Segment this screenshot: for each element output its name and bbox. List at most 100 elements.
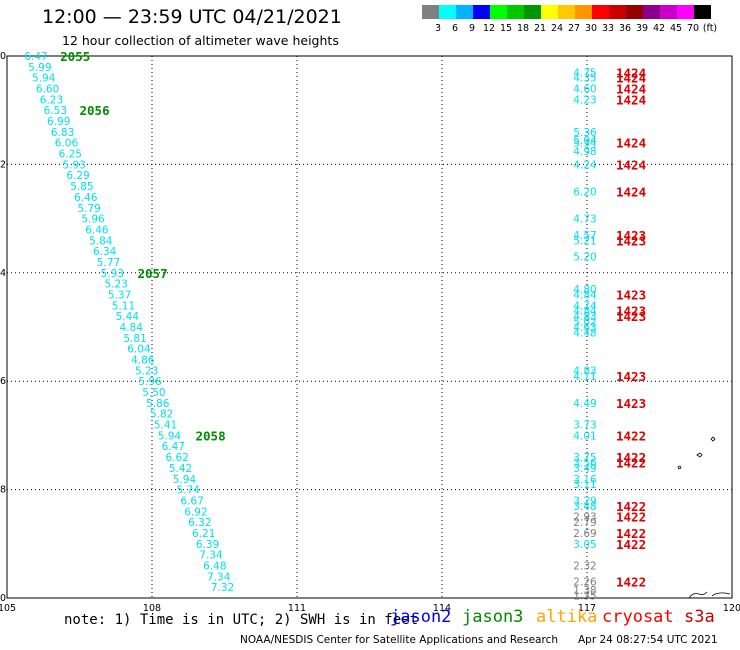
colorbar-label: 45 bbox=[669, 23, 683, 34]
colorbar-label: 12 bbox=[482, 23, 496, 34]
swh-value-label: 3.56 bbox=[573, 458, 597, 470]
swh-value-label: 5.04 bbox=[573, 135, 597, 147]
colorbar-label: 3 bbox=[434, 23, 442, 34]
colorbar-swatch bbox=[592, 5, 609, 19]
pass-time-label: 1424 bbox=[616, 65, 646, 80]
swh-value-label: 4.60 bbox=[573, 84, 596, 96]
swh-value-label: 7.34 bbox=[207, 571, 231, 583]
swh-value-label: 6.53 bbox=[44, 105, 67, 117]
pass-time-label: 1423 bbox=[616, 233, 646, 248]
colorbar-label: 70 bbox=[686, 23, 700, 34]
y-tick-label: -10 bbox=[0, 51, 6, 62]
swh-value-label: 2.32 bbox=[573, 560, 596, 572]
colorbar-label: 27 bbox=[567, 23, 581, 34]
swh-value-label: 4.73 bbox=[573, 214, 596, 226]
swh-value-label: 4.84 bbox=[120, 322, 144, 334]
plot-frame bbox=[6, 55, 733, 599]
pass-time-label: 1423 bbox=[616, 396, 646, 411]
satellite-legend-s3a: s3a bbox=[684, 607, 715, 627]
swh-value-label: 5.94 bbox=[32, 73, 56, 85]
swh-value-label: 5.93 bbox=[101, 268, 124, 280]
swh-value-label: 4.11 bbox=[573, 371, 596, 383]
swh-value-label: 6.25 bbox=[59, 149, 82, 161]
swh-value-label: 5.94 bbox=[158, 430, 182, 442]
colorbar-swatch bbox=[507, 5, 524, 19]
swh-value-label: 2.79 bbox=[573, 517, 596, 529]
colorbar-label: 9 bbox=[468, 23, 476, 34]
swh-value-label: 5.50 bbox=[142, 387, 165, 399]
x-tick-label: 114 bbox=[433, 603, 451, 614]
coastline bbox=[677, 465, 682, 470]
swh-value-label: 4.80 bbox=[573, 284, 596, 296]
swh-value-label: 5.36 bbox=[573, 127, 597, 139]
coastline bbox=[710, 436, 716, 442]
colorbar-label: 39 bbox=[635, 23, 649, 34]
swh-value-label: 5.96 bbox=[138, 376, 162, 388]
swh-value-label: 5.41 bbox=[154, 420, 177, 432]
swh-value-label: 2.26 bbox=[573, 577, 597, 589]
colorbar-label: 33 bbox=[601, 23, 615, 34]
swh-value-label: 6.47 bbox=[162, 441, 185, 453]
pass-time-label: 1422 bbox=[616, 575, 646, 590]
swh-value-label: 6.20 bbox=[573, 187, 596, 199]
swh-value-label: 6.23 bbox=[40, 94, 63, 106]
colorbar-label: 21 bbox=[533, 23, 547, 34]
satellite-legend-jason3: jason3 bbox=[462, 607, 524, 627]
swh-value-label: 4.83 bbox=[573, 311, 596, 323]
swh-value-label: 5.94 bbox=[173, 474, 197, 486]
swh-value-label: 4.23 bbox=[573, 94, 596, 106]
generated-timestamp: Apr 24 08:27:54 UTC 2021 bbox=[578, 634, 718, 646]
swh-value-label: 6.06 bbox=[55, 138, 79, 150]
swh-value-label: 4.01 bbox=[573, 430, 596, 442]
pass-time-label: 1422 bbox=[616, 510, 646, 525]
swh-value-label: 2.93 bbox=[573, 512, 596, 524]
swh-value-label: 5.84 bbox=[89, 235, 113, 247]
pass-time-label: 1422 bbox=[616, 456, 646, 471]
swh-value-label: 5.77 bbox=[97, 257, 120, 269]
swh-value-label: 5.23 bbox=[105, 279, 128, 291]
pass-time-label: 2058 bbox=[196, 428, 226, 443]
y-tick-label: -12 bbox=[0, 159, 6, 170]
colorbar-swatch bbox=[541, 5, 558, 19]
chart-subtitle: 12 hour collection of altimeter wave hei… bbox=[62, 33, 339, 48]
colorbar-swatch bbox=[456, 5, 473, 19]
swh-value-label: 4.75 bbox=[573, 67, 596, 79]
swh-value-label: 4.24 bbox=[573, 159, 597, 171]
swh-value-label: 5.82 bbox=[150, 409, 173, 421]
swh-value-label: 6.46 bbox=[74, 192, 98, 204]
pass-time-label: 1422 bbox=[616, 499, 646, 514]
pass-time-label: 2055 bbox=[60, 49, 90, 64]
swh-value-label: 6.34 bbox=[93, 246, 117, 258]
pass-time-label: 1424 bbox=[616, 157, 646, 172]
swh-value-label: 4.35 bbox=[573, 73, 596, 85]
swh-value-label: 4.63 bbox=[573, 322, 596, 334]
swh-value-label: 6.04 bbox=[127, 344, 151, 356]
y-tick-label: -14 bbox=[0, 268, 6, 279]
swh-value-label: 4.86 bbox=[131, 355, 155, 367]
colorbar-label: 30 bbox=[584, 23, 598, 34]
pass-time-label: 1424 bbox=[616, 82, 646, 97]
pass-time-label: 1423 bbox=[616, 287, 646, 302]
swh-value-label: 5.37 bbox=[108, 289, 131, 301]
swh-value-label: 5.93 bbox=[62, 159, 85, 171]
swh-value-label: 5.74 bbox=[177, 485, 201, 497]
colorbar-swatch bbox=[558, 5, 575, 19]
swh-value-label: 3.73 bbox=[573, 420, 596, 432]
pass-time-label: 1422 bbox=[616, 428, 646, 443]
pass-time-label: 2057 bbox=[138, 266, 168, 281]
x-tick-label: 105 bbox=[0, 603, 16, 614]
swh-value-label: 5.86 bbox=[146, 398, 170, 410]
swh-value-label: 4.98 bbox=[573, 146, 596, 158]
pass-time-label: 1423 bbox=[616, 309, 646, 324]
swh-value-label: 4.84 bbox=[573, 289, 597, 301]
colorbar-swatch bbox=[490, 5, 507, 19]
colorbar-swatch bbox=[643, 5, 660, 19]
swh-value-label: 6.21 bbox=[192, 528, 215, 540]
swh-value-label: 5.34 bbox=[573, 138, 597, 150]
swh-value-label: 1.35 bbox=[573, 590, 596, 602]
colorbar-label: 36 bbox=[618, 23, 632, 34]
x-tick-label: 120 bbox=[723, 603, 740, 614]
pass-time-label: 1424 bbox=[616, 92, 646, 107]
colorbar-swatch bbox=[439, 5, 456, 19]
